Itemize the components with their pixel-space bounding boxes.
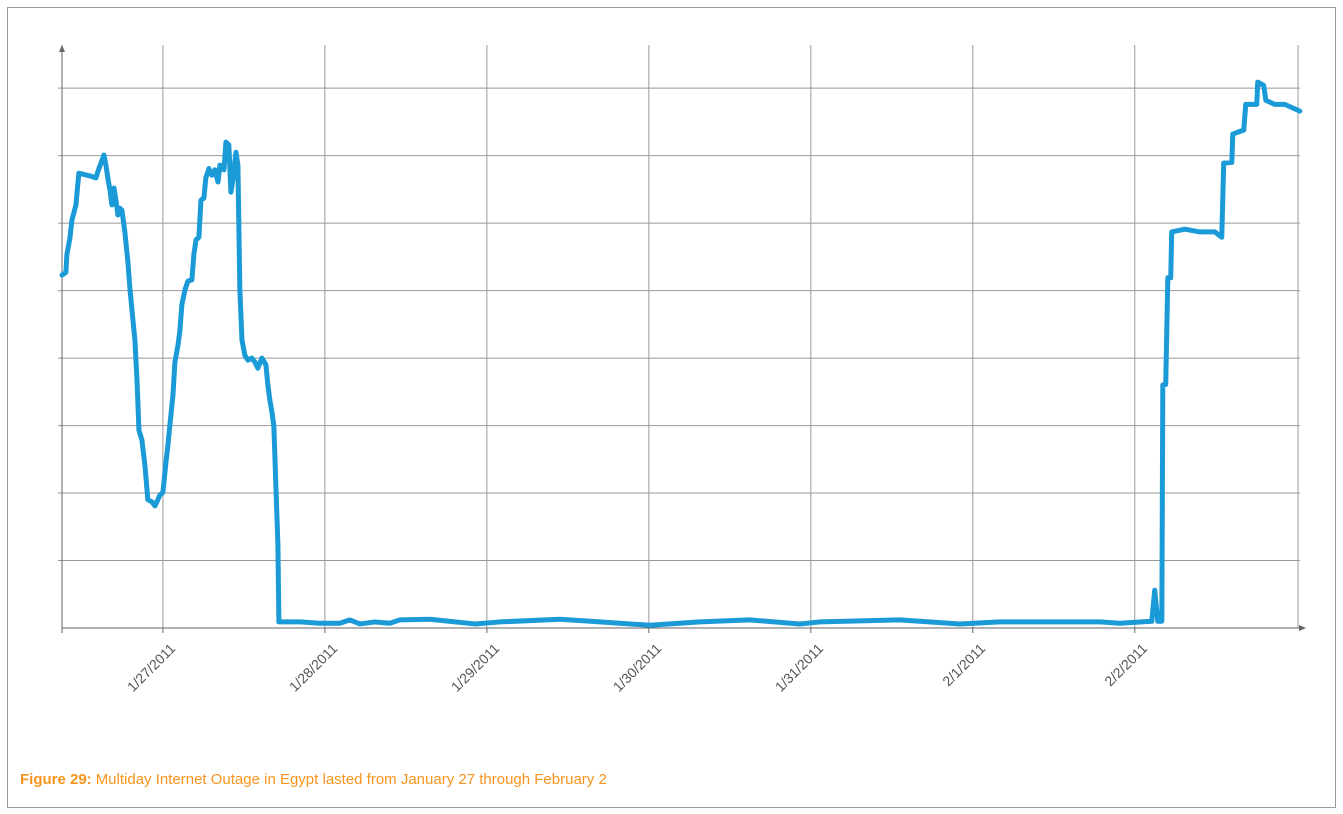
x-tick-label: 1/29/2011 [448,640,503,695]
x-tick-label: 1/30/2011 [610,640,665,695]
caption: Figure 29: Multiday Internet Outage in Eg… [20,771,607,788]
x-tick-label: 2/2/2011 [1101,640,1150,689]
x-tick-label: 1/31/2011 [772,640,827,695]
x-tick-label: 1/28/2011 [286,640,341,695]
y-axis-arrow [59,45,65,52]
frame [7,7,1336,808]
x-axis-arrow [1299,625,1306,631]
caption-label: Figure 29: [20,771,92,788]
data-line [59,79,1303,628]
x-tick-label: 1/27/2011 [124,640,179,695]
x-tick-label: 2/1/2011 [939,640,988,689]
caption-text: Multiday Internet Outage in Egypt lasted… [96,771,607,788]
